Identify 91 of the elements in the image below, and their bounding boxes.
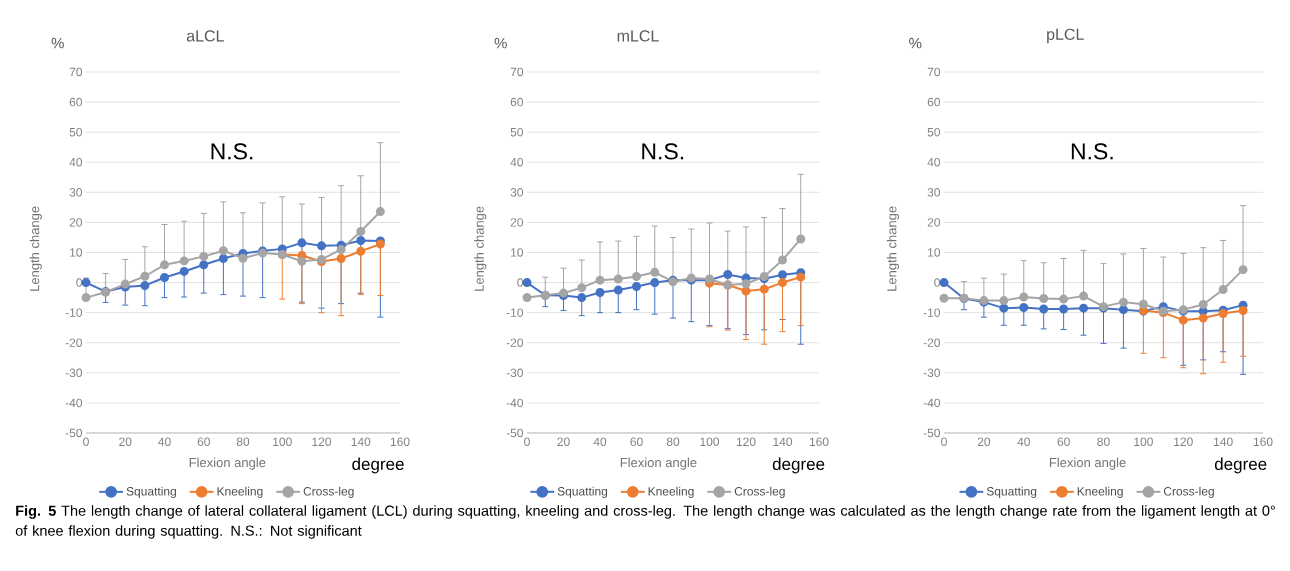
y-tick-label: -30	[65, 368, 83, 378]
text: %	[909, 37, 922, 49]
legend-label: Cross-leg	[1163, 486, 1214, 498]
text: degree	[352, 457, 404, 474]
y-tick-label: -10	[923, 308, 941, 317]
x-tick-label: 160	[809, 437, 829, 447]
y-tick-label: 70	[510, 67, 524, 77]
x-tick-label: 120	[736, 437, 756, 447]
y-tick-label: 10	[928, 248, 941, 257]
y-tick-label: 0	[934, 278, 941, 287]
y-tick-label: 40	[927, 158, 941, 167]
chart-title: pLCL	[1047, 28, 1084, 44]
y-tick-label: -20	[506, 338, 524, 347]
text: degree	[772, 457, 825, 474]
text: Fig. 5 The length change of lateral collateral ligament (LCL) during squatting, kneeling and cross-leg. The length change was calculated as the length change rate from the ligament length at 0° of knee flexion during squatting. N.S.: Not significant	[15, 505, 1275, 539]
x-tick-label: 20	[977, 437, 991, 447]
text: %	[51, 37, 64, 49]
y-tick-label: -40	[65, 398, 83, 408]
chart-title: mLCL	[617, 30, 659, 42]
y-tick-label: -30	[506, 368, 524, 378]
y-tick-label: 60	[69, 97, 83, 107]
x-tick-label: 60	[197, 437, 210, 447]
y-tick-label: -50	[923, 428, 941, 438]
y-tick-label: 20	[69, 218, 83, 227]
chart-title: aLCL	[186, 30, 224, 42]
x-axis-title: Flexion angle	[620, 457, 697, 470]
text: %	[494, 37, 507, 49]
y-tick-label: 30	[510, 188, 524, 197]
legend-label: Squatting	[126, 486, 176, 498]
y-tick-label: -20	[65, 338, 83, 347]
x-tick-label: 40	[1017, 437, 1030, 447]
y-tick-label: 60	[510, 97, 524, 107]
x-tick-label: 140	[1214, 437, 1233, 447]
y-tick-label: 60	[927, 97, 941, 107]
annotation: N.S.	[642, 143, 684, 160]
legend-label: Squatting	[986, 486, 1037, 498]
legend-label: Cross-leg	[734, 486, 785, 498]
y-tick-label: -50	[65, 428, 83, 438]
y-tick-label: 0	[517, 278, 524, 287]
y-tick-label: 40	[69, 158, 83, 167]
x-tick-label: 100	[273, 437, 292, 447]
x-tick-label: 20	[557, 437, 570, 447]
y-tick-label: 50	[510, 127, 524, 137]
x-tick-label: 60	[1057, 437, 1070, 447]
y-tick-label: 10	[70, 248, 83, 257]
y-tick-label: 10	[511, 248, 524, 257]
x-tick-label: 120	[1174, 437, 1193, 447]
y-axis-title: Length change	[474, 206, 487, 291]
y-tick-label: -10	[65, 308, 83, 317]
x-tick-label: 100	[700, 437, 720, 447]
y-tick-label: 30	[69, 188, 83, 197]
y-tick-label: 30	[927, 188, 941, 197]
y-tick-label: -50	[506, 428, 524, 438]
annotation: N.S.	[211, 143, 253, 160]
x-tick-label: 80	[666, 437, 680, 447]
x-tick-label: 160	[1253, 437, 1273, 447]
y-tick-label: 70	[69, 67, 83, 77]
x-tick-label: 40	[593, 437, 607, 447]
y-tick-label: 70	[927, 67, 941, 77]
y-tick-label: 20	[510, 218, 524, 227]
x-tick-label: 140	[351, 437, 371, 447]
x-tick-label: 20	[119, 437, 132, 447]
annotation: N.S.	[1071, 143, 1113, 160]
y-tick-label: -40	[506, 398, 524, 408]
y-tick-label: -30	[923, 368, 941, 378]
y-tick-label: -20	[923, 338, 941, 347]
legend-label: Kneeling	[1077, 486, 1123, 498]
y-axis-title: Length change	[886, 206, 900, 291]
x-tick-label: 140	[773, 437, 793, 447]
x-axis-title: Flexion angle	[1049, 457, 1126, 470]
legend-label: Cross-leg	[303, 486, 354, 498]
x-axis-title: Flexion angle	[189, 457, 266, 470]
x-tick-label: 160	[390, 437, 410, 447]
x-tick-label: 60	[630, 437, 643, 447]
legend-label: Squatting	[557, 486, 608, 498]
y-tick-label: 50	[927, 127, 941, 137]
text: degree	[1214, 457, 1267, 474]
y-tick-label: 0	[76, 278, 83, 287]
x-tick-label: 100	[1134, 437, 1153, 447]
y-tick-label: -10	[506, 308, 524, 317]
y-tick-label: 40	[510, 158, 524, 167]
legend-label: Kneeling	[648, 486, 694, 498]
x-tick-label: 120	[312, 437, 332, 447]
legend-label: Kneeling	[217, 486, 263, 498]
y-tick-label: 50	[69, 127, 83, 137]
x-tick-label: 40	[158, 437, 171, 447]
y-axis-title: Length change	[29, 206, 42, 291]
x-tick-label: 80	[236, 437, 250, 447]
y-tick-label: -40	[923, 398, 941, 408]
x-tick-label: 80	[1097, 437, 1110, 447]
y-tick-label: 20	[927, 218, 941, 227]
